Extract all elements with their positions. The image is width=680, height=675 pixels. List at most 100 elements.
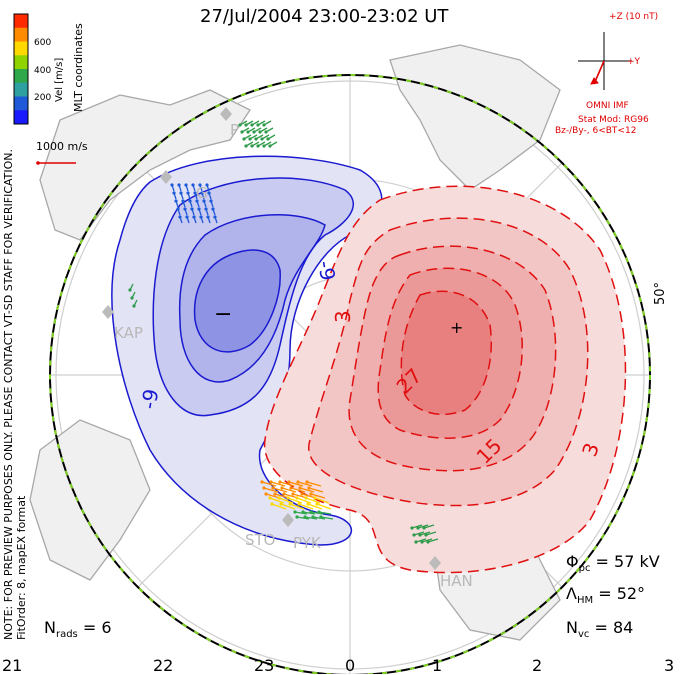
velocity-vector: [294, 511, 308, 515]
velocity-vector-origin: [177, 183, 181, 187]
velocity-vector: [310, 493, 326, 499]
velocity-vector: [270, 481, 286, 487]
nvc-label: N: [566, 618, 578, 637]
velocity-vector-origin: [277, 496, 281, 500]
imf-z-label: +Z (10 nT): [609, 12, 659, 22]
velocity-vector-origin: [412, 533, 416, 537]
velocity-vector-origin: [181, 199, 185, 203]
velocity-vector-origin: [309, 492, 313, 496]
velocity-vector: [310, 511, 324, 515]
velocity-vector-origin: [273, 492, 277, 496]
velocity-vector-origin: [202, 199, 206, 203]
positive-potential-cell: [263, 185, 627, 574]
velocity-vector-origin: [252, 130, 256, 134]
velocity-vector-origin: [197, 207, 201, 211]
colorbar-swatch: [14, 69, 28, 84]
colorbar-tick-400: 400: [34, 66, 52, 76]
velocity-vector-origin: [268, 496, 272, 500]
velocity-vector: [417, 524, 429, 529]
velocity-vector-origin: [128, 288, 132, 292]
velocity-vector-origin: [410, 526, 414, 530]
velocity-vector-origin: [301, 510, 305, 514]
station-label-kap: KAP: [114, 324, 143, 342]
potential-max-marker: +: [450, 318, 463, 337]
velocity-vector: [314, 497, 330, 504]
contour-label-neg-2: -9: [136, 387, 163, 411]
velocity-vector-origin: [315, 502, 319, 506]
velocity-vector-origin: [178, 215, 182, 219]
nvc-value: = 84: [594, 618, 634, 637]
velocity-vector-origin: [426, 540, 430, 544]
velocity-vector-origin: [305, 480, 309, 484]
velocity-vector-origin: [262, 486, 266, 490]
velocity-vector-origin: [287, 480, 291, 484]
velocity-vector-origin: [193, 191, 197, 195]
velocity-vector-origin: [244, 144, 248, 148]
velocity-vector-origin: [238, 123, 242, 127]
velocity-vector: [281, 487, 297, 493]
velocity-vector: [263, 487, 279, 493]
nvc-sub: vc: [577, 629, 590, 641]
velocity-vector-origin: [286, 496, 290, 500]
velocity-vector: [411, 524, 423, 529]
velocity-vector: [421, 538, 433, 543]
velocity-vector: [297, 481, 313, 487]
velocity-vector-origin: [209, 199, 213, 203]
colorbar-swatch: [14, 14, 28, 29]
imf-y-label: +Y: [627, 57, 641, 67]
velocity-vector: [279, 481, 295, 487]
velocity-vector: [302, 511, 316, 515]
velocity-vector-origin: [307, 486, 311, 490]
velocity-vector-origin: [260, 137, 264, 141]
velocity-vector-origin: [279, 502, 283, 506]
velocity-vector-origin: [200, 191, 204, 195]
colorbar-swatch: [14, 96, 28, 111]
coordinate-label: MLT coordinates: [72, 23, 85, 112]
velocity-vector: [298, 503, 314, 510]
velocity-vector: [278, 497, 294, 504]
velocity-vector-origin: [303, 515, 307, 519]
station-markers: [102, 107, 441, 570]
lambda-label: Λ: [566, 584, 577, 603]
colorbar-label: Vel [m/s]: [54, 57, 65, 102]
velocity-vector-origin: [298, 486, 302, 490]
velocity-vector-origin: [278, 480, 282, 484]
velocity-vector-origin: [289, 486, 293, 490]
velocity-colorbar: [13, 13, 29, 125]
velocity-vector-origin: [256, 144, 260, 148]
station-label-sto: STO: [245, 531, 276, 549]
velocity-vector-origin: [184, 183, 188, 187]
velocity-vector-origin: [130, 296, 134, 300]
velocity-vector-origin: [205, 183, 209, 187]
mlt-tick-23: 23: [254, 656, 275, 675]
station-label-pyk: PYK: [293, 534, 322, 552]
velocity-vector-origin: [295, 515, 299, 519]
imf-source: OMNI IMF: [586, 101, 629, 111]
velocity-vector-origin: [172, 191, 176, 195]
velocity-vector: [280, 503, 296, 510]
velocity-vector: [305, 497, 321, 504]
velocity-vector-origin: [295, 496, 299, 500]
velocity-vector-origin: [291, 492, 295, 496]
preview-note: NOTE: FOR PREVIEW PURPOSES ONLY. PLEASE …: [2, 148, 15, 640]
velocity-vector: [261, 481, 277, 487]
lambda-stat: ΛHM = 52°: [566, 584, 645, 606]
station-label-g: G: [196, 184, 208, 202]
velocity-vector-origin: [309, 510, 313, 514]
nvc-stat: Nvc = 84: [566, 618, 633, 640]
velocity-vector-origin: [176, 207, 180, 211]
velocity-vector: [272, 487, 288, 493]
scale-vector-label: 1000 m/s: [36, 140, 88, 153]
velocity-vector: [307, 503, 323, 510]
phi-label: Φ: [566, 552, 579, 571]
velocity-vector-origin: [170, 183, 174, 187]
velocity-vector-origin: [424, 533, 428, 537]
velocity-vector-origin: [198, 183, 202, 187]
velocity-vector-origin: [306, 502, 310, 506]
velocity-vector-origin: [311, 515, 315, 519]
velocity-vector: [271, 503, 287, 510]
imf-model-line2: Bz-/By-, 6<BT<12: [555, 126, 637, 136]
velocity-vector: [415, 538, 427, 543]
velocity-vector: [308, 487, 324, 493]
